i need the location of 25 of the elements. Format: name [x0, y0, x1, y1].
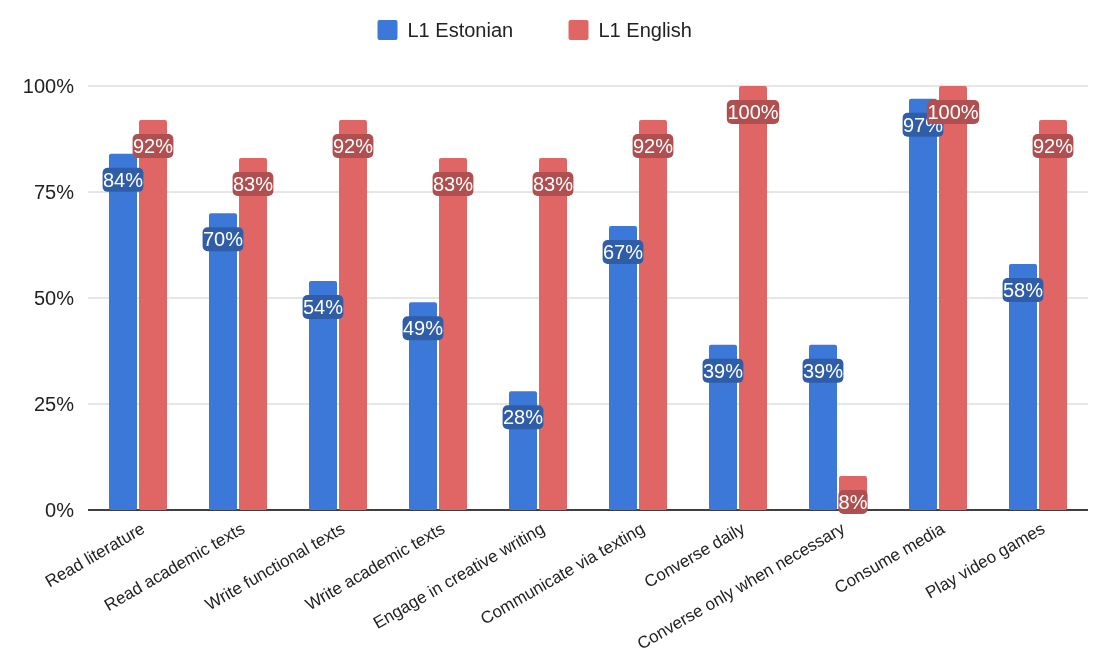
- data-label: 83%: [532, 173, 574, 196]
- data-label: 39%: [802, 359, 844, 382]
- data-label: 92%: [132, 134, 174, 157]
- data-label: 67%: [602, 240, 644, 263]
- y-tick-label: 50%: [33, 287, 75, 309]
- y-tick-label: 25%: [33, 393, 75, 415]
- data-label: 39%: [702, 359, 744, 382]
- y-tick-label: 0%: [45, 499, 75, 521]
- data-label: 83%: [232, 173, 274, 196]
- data-label: 58%: [1002, 279, 1044, 302]
- data-label: 92%: [332, 134, 374, 157]
- data-label: 49%: [402, 317, 444, 340]
- legend-label: L1 Estonian: [407, 19, 514, 41]
- data-label: 54%: [302, 296, 344, 319]
- legend-label: L1 English: [598, 19, 692, 41]
- data-label: 92%: [632, 134, 674, 157]
- data-label: 8%: [838, 491, 868, 514]
- data-label: 84%: [102, 168, 144, 191]
- data-label: 28%: [502, 406, 544, 429]
- data-label: 92%: [1032, 134, 1074, 157]
- data-label: 100%: [727, 101, 779, 123]
- y-tick-label: 100%: [22, 75, 75, 97]
- data-label: 83%: [432, 173, 474, 196]
- y-tick-label: 75%: [33, 181, 75, 203]
- data-label: 70%: [202, 228, 244, 251]
